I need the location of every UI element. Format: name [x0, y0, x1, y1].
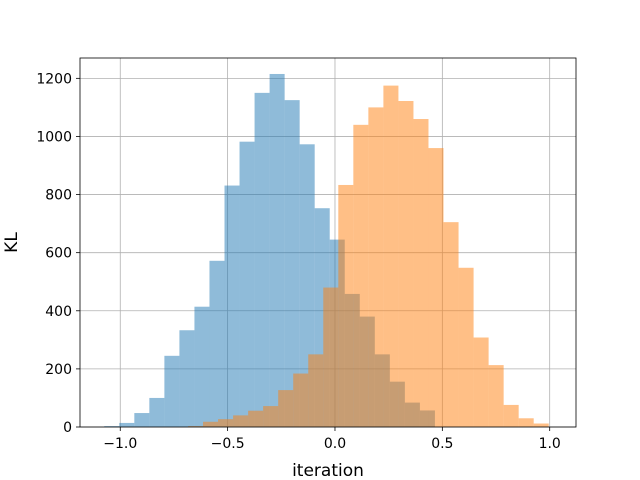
histogram-bar: [263, 406, 279, 427]
histogram-bar: [458, 267, 474, 427]
histogram-bar: [269, 73, 285, 427]
y-tick-label: 400: [45, 304, 72, 320]
histogram-bar: [218, 419, 234, 427]
y-tick-label: 0: [63, 420, 72, 436]
y-tick-label: 1200: [36, 71, 72, 87]
histogram-bar: [488, 365, 504, 427]
histogram-bar: [338, 184, 354, 427]
x-tick-label: 1.0: [539, 436, 561, 452]
histogram-bar: [398, 101, 414, 427]
histogram-bar: [119, 422, 135, 427]
histogram-bar: [248, 410, 264, 427]
histogram-bar: [293, 373, 309, 427]
histogram-bar: [179, 330, 195, 427]
histogram-bar: [368, 107, 384, 427]
plot-frame: [79, 57, 577, 428]
histogram-bar: [164, 355, 180, 427]
histogram-bar: [413, 119, 429, 427]
histogram-bar: [443, 222, 459, 427]
histogram-bar: [353, 124, 369, 427]
y-tick-label: 200: [45, 362, 72, 378]
x-tick-label: −1.0: [103, 436, 137, 452]
y-axis-ticks: 0 200 400 600 800 1000 1200: [36, 71, 80, 436]
histogram-bar: [473, 337, 489, 427]
histogram-bar: [323, 287, 339, 427]
histogram-bar: [149, 397, 165, 427]
histogram-series-2: [188, 85, 549, 428]
x-tick-label: −0.5: [211, 436, 245, 452]
histogram-bar: [254, 92, 270, 427]
histogram-bar: [209, 260, 225, 427]
histogram-bar: [233, 415, 249, 427]
histogram-bar: [503, 404, 519, 427]
x-axis-ticks: −1.0 −0.5 0.0 0.5 1.0: [103, 427, 561, 452]
histogram-bar: [188, 426, 204, 427]
histogram-bar: [533, 423, 549, 427]
histogram-bar: [308, 354, 324, 427]
histogram-bar: [278, 390, 294, 427]
y-tick-label: 1000: [36, 129, 72, 145]
histogram-bar: [134, 413, 150, 427]
x-tick-label: 0.5: [431, 436, 453, 452]
histogram-bar: [194, 306, 210, 427]
histogram-bar: [284, 100, 300, 428]
histogram-bar: [239, 141, 255, 427]
histogram-bar: [104, 426, 120, 427]
histogram-bars: [104, 73, 549, 428]
y-tick-label: 600: [45, 246, 72, 262]
histogram-bar: [428, 148, 444, 427]
histogram-bar: [518, 418, 534, 427]
histogram-bar: [224, 185, 240, 427]
histogram-bar: [383, 85, 399, 428]
histogram-bar: [203, 421, 219, 427]
y-axis-label: KL: [2, 232, 22, 253]
x-tick-label: 0.0: [324, 436, 346, 452]
x-axis-label: iteration: [292, 461, 364, 480]
y-tick-label: 800: [45, 188, 72, 204]
